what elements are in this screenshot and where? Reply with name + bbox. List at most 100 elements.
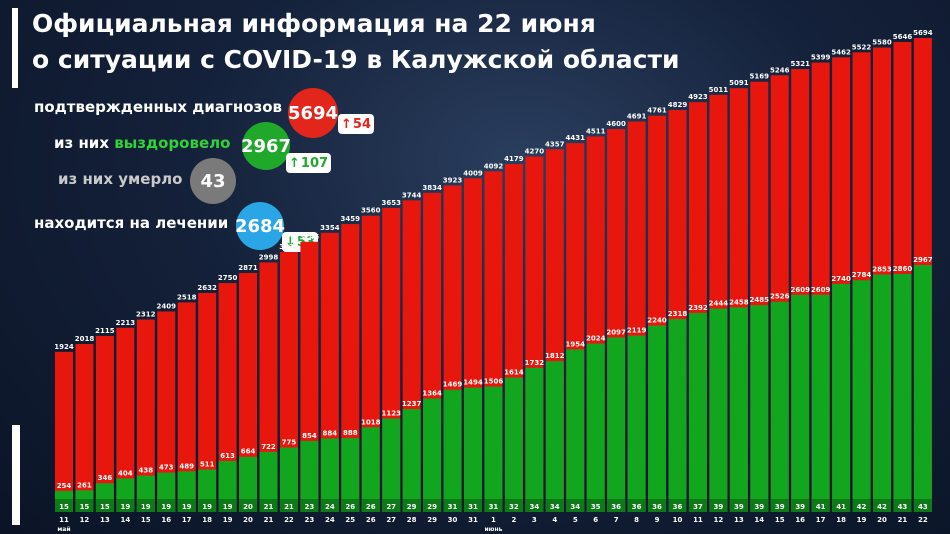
recovered-bar <box>525 367 544 512</box>
deaths-data-label: 19 <box>202 503 212 511</box>
confirmed-data-label: 3923 <box>443 176 463 184</box>
deaths-data-label: 24 <box>325 503 335 511</box>
recovered-data-label: 1237 <box>402 400 422 408</box>
deaths-label-part2: умерло <box>118 170 183 188</box>
recovered-label-part1: из них <box>54 134 115 152</box>
recovered-data-label: 473 <box>159 464 174 472</box>
deaths-data-label: 26 <box>345 503 355 511</box>
x-tick-label: 16 <box>795 516 805 524</box>
confirmed-data-label: 5646 <box>893 33 913 41</box>
confirmed-data-label: 3834 <box>422 184 442 192</box>
x-tick-label: 19 <box>223 516 233 524</box>
recovered-bar <box>402 409 421 512</box>
deaths-bar-segment <box>566 499 585 512</box>
recovered-data-label: 1494 <box>463 379 483 387</box>
recovered-bar <box>443 389 462 512</box>
recovered-bar <box>361 427 380 512</box>
deaths-data-label: 27 <box>386 503 396 511</box>
confirmed-data-label: 5522 <box>852 43 872 51</box>
confirmed-data-label: 3354 <box>320 224 340 232</box>
x-tick-label: 2 <box>511 516 516 524</box>
deaths-data-label: 15 <box>80 503 90 511</box>
deaths-bar-segment <box>95 499 114 512</box>
confirmed-data-label: 5169 <box>750 73 770 81</box>
x-tick-label: 20 <box>243 516 253 524</box>
confirmed-data-label: 3246 <box>300 233 320 241</box>
recovered-bar <box>504 377 523 512</box>
deaths-data-label: 19 <box>161 503 171 511</box>
deaths-bar-segment <box>586 499 605 512</box>
x-tick-label: 11 <box>693 516 703 524</box>
recovered-data-label: 1812 <box>545 352 565 360</box>
recovered-data-label: 722 <box>261 443 276 451</box>
recovered-bar <box>688 312 707 512</box>
deaths-data-label: 43 <box>898 503 908 511</box>
confirmed-data-label: 5011 <box>709 86 729 94</box>
recovered-data-label: 854 <box>302 432 317 440</box>
deaths-bar-segment <box>545 499 564 512</box>
recovered-bar <box>770 301 789 512</box>
confirmed-data-label: 5694 <box>913 29 933 37</box>
x-tick-label: 17 <box>182 516 192 524</box>
recovered-delta-value: 107 <box>300 155 329 171</box>
recovered-bar <box>913 265 932 512</box>
recovered-data-label: 2240 <box>647 317 667 325</box>
deaths-data-label: 26 <box>366 503 376 511</box>
x-tick-label: 18 <box>836 516 846 524</box>
deaths-bar-segment <box>750 499 769 512</box>
treatment-value-badge: 2684 <box>235 202 285 250</box>
confirmed-data-label: 4600 <box>606 120 626 128</box>
confirmed-data-label: 2632 <box>197 284 217 292</box>
recovered-delta: ↑ 107 <box>286 153 332 173</box>
deaths-bar-segment <box>218 499 237 512</box>
confirmed-data-label: 2312 <box>136 311 156 319</box>
deaths-data-label: 37 <box>693 503 703 511</box>
recovered-bar <box>239 456 258 512</box>
month-label: июнь <box>484 526 502 533</box>
deaths-bar-segment <box>382 499 401 512</box>
recovered-bar <box>586 343 605 512</box>
recovered-data-label: 2740 <box>831 275 851 283</box>
confirmed-data-label: 2871 <box>238 264 258 272</box>
arrow-down-icon: ↓ <box>285 234 296 250</box>
confirmed-data-label: 4009 <box>463 169 483 177</box>
x-tick-label: 20 <box>877 516 887 524</box>
recovered-bar <box>627 335 646 512</box>
confirmed-data-label: 1924 <box>54 343 74 351</box>
deaths-data-label: 39 <box>795 503 805 511</box>
deaths-bar-segment <box>893 499 912 512</box>
recovered-data-label: 1018 <box>361 418 381 426</box>
deaths-data-label: 36 <box>632 503 642 511</box>
confirmed-label: подтвержденных диагнозов <box>34 98 283 116</box>
recovered-bar <box>893 273 912 512</box>
deaths-bar-segment <box>811 499 830 512</box>
recovered-bar <box>607 337 626 512</box>
deaths-bar-segment <box>279 499 298 512</box>
confirmed-data-label: 5321 <box>790 60 810 68</box>
deaths-bar-segment <box>525 499 544 512</box>
deaths-data-label: 15 <box>59 503 69 511</box>
deaths-value-badge: 43 <box>190 158 236 204</box>
deaths-bar-segment <box>423 499 442 512</box>
deaths-bar-segment <box>361 499 380 512</box>
deaths-data-label: 39 <box>714 503 724 511</box>
x-tick-label: 15 <box>775 516 785 524</box>
confirmed-data-label: 5399 <box>811 54 831 62</box>
deaths-data-label: 32 <box>509 503 519 511</box>
confirmed-data-label: 4357 <box>545 140 565 148</box>
deaths-bar-segment <box>770 499 789 512</box>
recovered-data-label: 1469 <box>443 381 463 389</box>
recovered-data-label: 489 <box>179 462 194 470</box>
recovered-data-label: 2967 <box>913 256 933 264</box>
confirmed-data-label: 3459 <box>341 215 361 223</box>
x-tick-label: 25 <box>345 516 355 524</box>
recovered-bar <box>300 440 319 512</box>
recovered-data-label: 2853 <box>872 266 892 274</box>
recovered-data-label: 888 <box>343 429 358 437</box>
deaths-bar-segment <box>198 499 217 512</box>
deaths-data-label: 31 <box>448 503 458 511</box>
confirmed-bar <box>136 319 155 512</box>
arrow-up-icon: ↑ <box>289 155 300 171</box>
recovered-bar <box>545 361 564 512</box>
